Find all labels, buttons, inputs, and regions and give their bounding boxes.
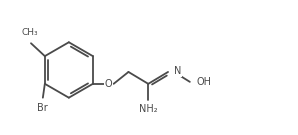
Text: O: O (105, 79, 112, 89)
Text: N: N (174, 66, 181, 76)
Text: NH₂: NH₂ (139, 104, 158, 114)
Text: OH: OH (197, 77, 212, 87)
Text: Br: Br (38, 103, 48, 113)
Text: CH₃: CH₃ (22, 28, 38, 37)
